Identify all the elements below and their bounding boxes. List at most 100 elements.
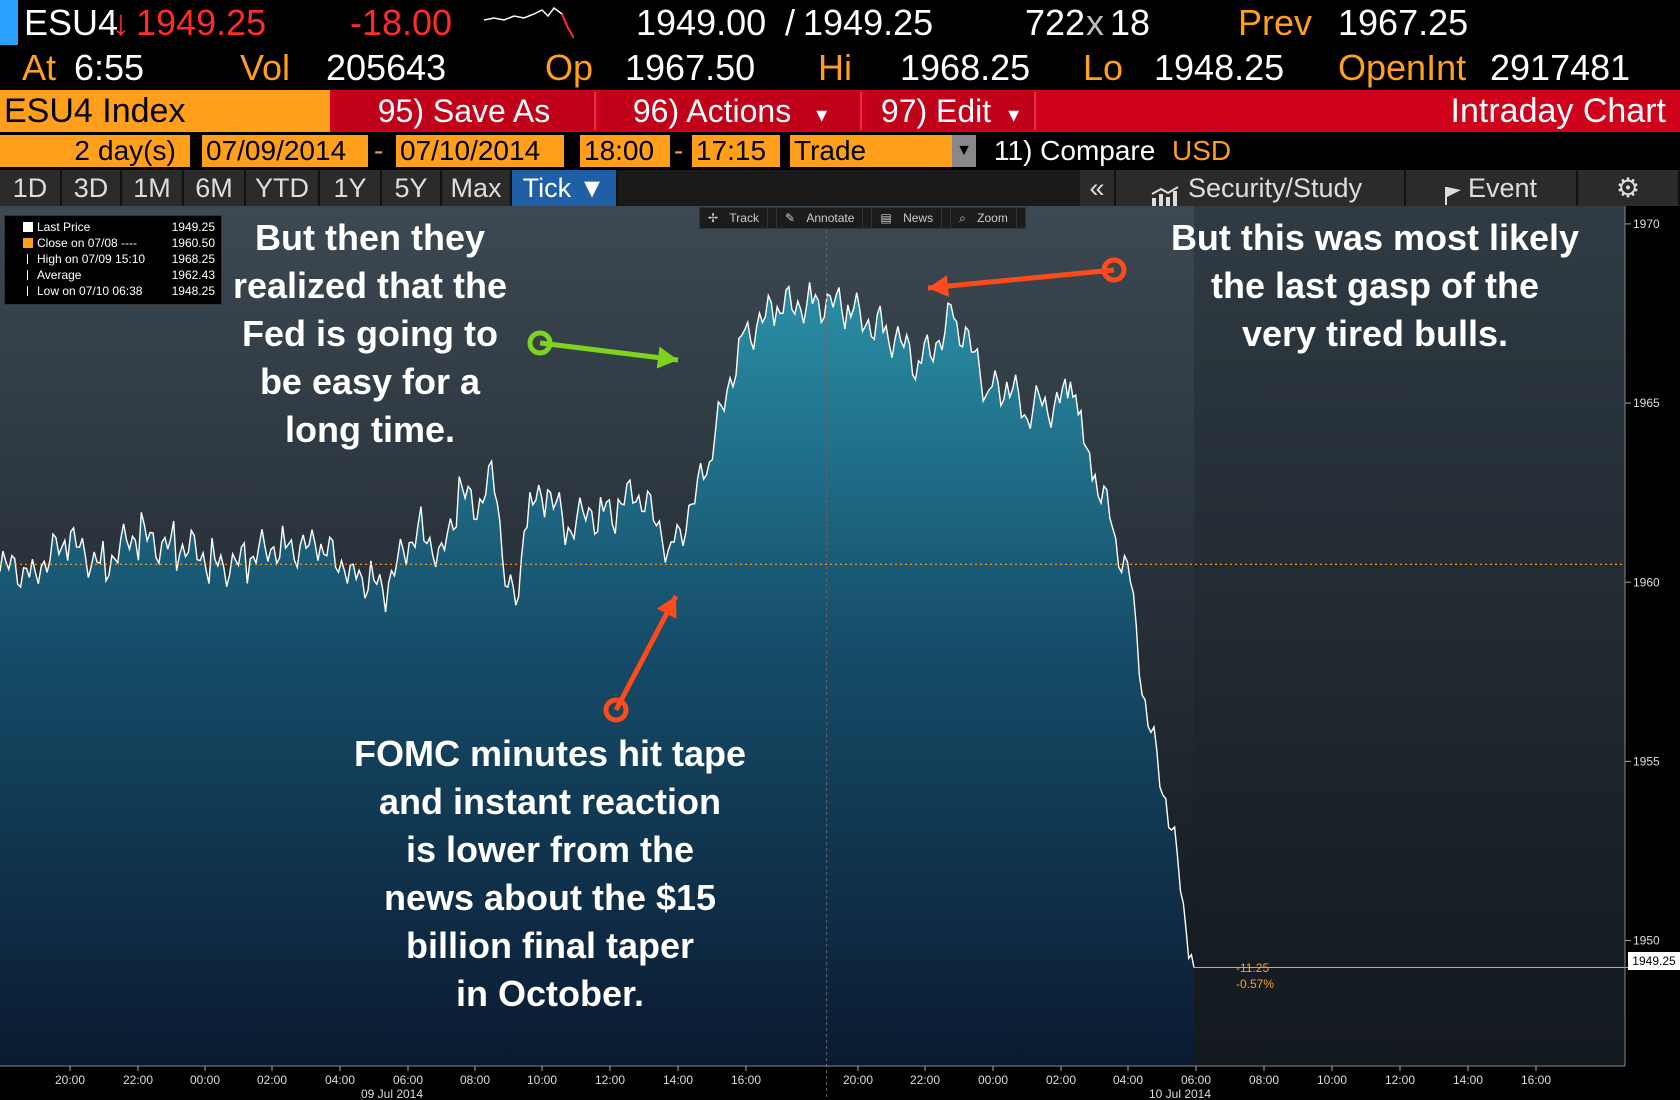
settings-button[interactable]: ⚙ (1578, 170, 1680, 206)
y-tick-label: 1950 (1633, 934, 1660, 948)
x-tick-label: 06:00 (393, 1073, 423, 1087)
legend-row: Low on 07/10 06:38 1948.25 (5, 283, 221, 299)
down-arrow-icon: ↓ (112, 2, 130, 43)
bid-size: 722 (1025, 2, 1086, 43)
legend-marker (23, 238, 33, 248)
green-arrow (527, 330, 679, 369)
bid-price: 1949.00 (636, 2, 767, 43)
x-tick-label: 04:00 (325, 1073, 355, 1087)
start-time-field[interactable]: 18:00 (580, 135, 670, 167)
legend-value: 1948.25 (171, 284, 215, 298)
y-tick-label: 1960 (1633, 575, 1660, 589)
chart-toolbar: ✢ Track ✎ Annotate ▤ News ⌕ Zoom (699, 207, 1026, 229)
mode-select[interactable]: Trade (790, 135, 952, 167)
sparkline (483, 4, 575, 40)
quote-row-2: At 6:55 Vol 205643 Op 1967.50 Hi 1968.25… (0, 45, 1680, 90)
x-tick-label: 02:00 (1046, 1073, 1076, 1087)
legend-row: Average 1962.43 (5, 267, 221, 283)
annotate-label: Annotate (798, 208, 864, 228)
tab-1d[interactable]: 1D (0, 170, 62, 206)
news-label: News (895, 208, 943, 228)
tab-tick[interactable]: Tick ▼ (512, 170, 618, 206)
compare-button[interactable]: 11) Compare (994, 135, 1155, 167)
legend-value: 1949.25 (171, 220, 215, 234)
x-tick-label: 00:00 (190, 1073, 220, 1087)
tab-1m[interactable]: 1M (122, 170, 184, 206)
time-dash: - (674, 135, 684, 166)
flag-icon (1444, 179, 1462, 205)
event-label: Event (1468, 173, 1538, 203)
tab-6m[interactable]: 6M (184, 170, 246, 206)
open-label: Op (545, 47, 594, 88)
x-tick-label: 06:00 (1181, 1073, 1211, 1087)
tab-5y[interactable]: 5Y (382, 170, 442, 206)
event-button[interactable]: Event (1406, 170, 1578, 206)
annotation-fed-easy: But then they realized that the Fed is goi… (220, 214, 520, 454)
actions-label: 96) Actions (632, 93, 792, 129)
future-region (1194, 206, 1625, 1066)
start-date-field[interactable]: 07/09/2014 (202, 135, 368, 167)
x-tick-label: 04:00 (1113, 1073, 1143, 1087)
annotation-line: FOMC minutes hit tape (353, 733, 746, 774)
annotation-line: and instant reaction (378, 781, 722, 822)
tab-1y[interactable]: 1Y (320, 170, 382, 206)
x-tick-label: 14:00 (663, 1073, 693, 1087)
price-area-fill (0, 282, 1194, 1066)
high-value: 1968.25 (900, 47, 1031, 88)
annotation-line: But this was most likely (1170, 217, 1580, 258)
annotation-line: news about the $15 (383, 877, 717, 918)
annotation-line: Fed is going to (242, 313, 498, 354)
date-label-day2: 10 Jul 2014 (1149, 1087, 1211, 1100)
tab-ytd[interactable]: YTD (246, 170, 320, 206)
bulls-arrow (927, 257, 1127, 298)
currency-field[interactable]: USD (1172, 135, 1232, 166)
track-tool[interactable]: ✢ Track (700, 208, 777, 228)
low-label: Lo (1083, 47, 1124, 88)
y-tick-label: 1955 (1633, 754, 1660, 768)
y-tick-label: 1970 (1633, 217, 1660, 231)
annotation-line: But then they (255, 217, 485, 258)
low-value: 1948.25 (1154, 47, 1285, 88)
x-tick-label: 08:00 (460, 1073, 490, 1087)
legend-label: High on 07/09 15:10 (37, 252, 146, 266)
x-tick-label: 20:00 (843, 1073, 873, 1087)
legend-row: Last Price 1949.25 (5, 219, 221, 235)
collapse-button[interactable]: « (1080, 170, 1116, 206)
active-indicator (0, 0, 18, 45)
actions-button[interactable]: 96) Actions ▾ (600, 92, 862, 130)
quote-row-1: ESU4 ↓ 1949.25 -18.00 1949.00 / 1949.25 … (0, 0, 1680, 45)
prev-label: Prev (1238, 2, 1313, 43)
x-tick-label: 22:00 (123, 1073, 153, 1087)
edit-button[interactable]: 97) Edit ▾ (866, 92, 1036, 130)
legend-value: 1968.25 (171, 252, 215, 266)
zoom-tool[interactable]: ⌕ Zoom (951, 208, 1025, 228)
annotation-line: realized that the (232, 265, 508, 306)
save-as-button[interactable]: 95) Save As (334, 92, 596, 130)
mode-dropdown-icon[interactable]: ▼ (952, 135, 976, 167)
tab-max[interactable]: Max (442, 170, 512, 206)
prev-value: 1967.25 (1338, 2, 1469, 43)
annotation-line: very tired bulls. (1241, 313, 1509, 354)
gear-icon: ⚙ (1615, 173, 1641, 203)
security-field[interactable]: ESU4 Index (0, 90, 330, 132)
legend-marker (27, 270, 28, 280)
double-chevron-left-icon: « (1089, 173, 1105, 203)
legend-label: Low on 07/10 06:38 (37, 284, 143, 298)
x-tick-label: 20:00 (55, 1073, 85, 1087)
high-label: Hi (818, 47, 852, 88)
annotate-tool[interactable]: ✎ Annotate (777, 208, 873, 228)
news-tool[interactable]: ▤ News (872, 208, 952, 228)
tab-3d[interactable]: 3D (62, 170, 122, 206)
end-date-field[interactable]: 07/10/2014 (396, 135, 564, 167)
end-time-field[interactable]: 17:15 (692, 135, 780, 167)
legend-value: 1962.43 (171, 268, 215, 282)
y-tick-label: 1965 (1633, 396, 1660, 410)
legend-marker (23, 222, 33, 232)
annotation-fomc-minutes: FOMC minutes hit tape and instant reactio… (340, 730, 760, 1018)
last-price-tag-value: 1949.25 (1632, 954, 1676, 968)
last-price: 1949.25 (136, 2, 267, 43)
days-field[interactable]: 2 (0, 135, 94, 167)
legend-value: 1960.50 (171, 236, 215, 250)
security-study-button[interactable]: Security/Study (1116, 170, 1406, 206)
mode-value: Trade (794, 135, 867, 166)
